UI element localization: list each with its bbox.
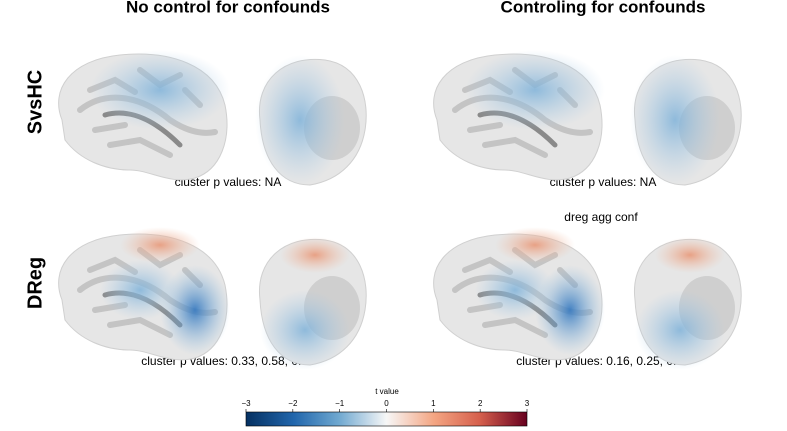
sulcus [107, 136, 173, 158]
caption: cluster p values: NA [550, 175, 657, 189]
blob [255, 55, 345, 185]
colorbar [245, 411, 528, 427]
blob [495, 227, 575, 263]
caption: cluster p values: NA [175, 175, 282, 189]
colorbar-tick-label: 1 [431, 399, 436, 408]
colorbar-tick-label: −1 [335, 399, 345, 408]
row-label: DReg [24, 257, 46, 309]
row-label: SvsHC [24, 70, 46, 134]
brains [58, 50, 742, 370]
brain-panel [433, 50, 742, 186]
blob [655, 237, 725, 273]
colorbar-tick-label: 0 [384, 399, 389, 408]
blob [90, 50, 230, 130]
blob [475, 260, 555, 320]
colorbar-tick-label: −2 [288, 399, 298, 408]
blob [260, 290, 350, 370]
colorbar-tick-label: 3 [525, 399, 530, 408]
blob [635, 290, 725, 370]
blob [120, 227, 200, 263]
blob [630, 55, 720, 185]
colorbar-tick-label: −3 [241, 399, 251, 408]
blob [280, 237, 350, 273]
brain-panel [58, 50, 367, 186]
colorbar-tick-label: 2 [478, 399, 483, 408]
sulcus [467, 122, 503, 133]
sulcus [92, 122, 128, 133]
sulcus [482, 136, 548, 158]
column-title: Controling for confounds [501, 0, 706, 16]
note: dreg agg conf [564, 210, 638, 224]
blob [100, 260, 180, 320]
blob [465, 50, 605, 130]
brain-panel [433, 227, 742, 370]
column-title: No control for confounds [126, 0, 330, 16]
brain-panel [58, 227, 367, 370]
colorbar-label: t value [375, 387, 399, 396]
